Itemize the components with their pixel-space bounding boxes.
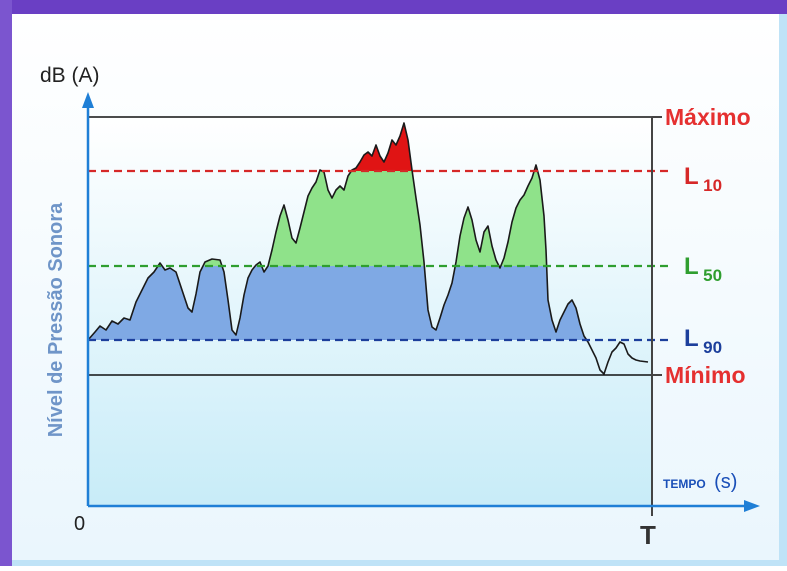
l90-label-main: L [684, 325, 699, 352]
x-axis-title-word: TEMPO [663, 477, 706, 491]
x-axis-unit: (s) [714, 471, 737, 493]
noise-waveform [87, 122, 649, 375]
l90-label: L 90 [684, 325, 722, 357]
l10-label: L 10 [684, 163, 722, 195]
y-axis-unit: dB (A) [40, 64, 100, 87]
l50-label-main: L [684, 253, 699, 280]
origin-label: 0 [74, 513, 85, 535]
max-label: Máximo [665, 104, 751, 130]
y-axis-arrow [82, 92, 94, 108]
frame-left-bar [0, 0, 12, 566]
area-above-l10 [319, 123, 538, 171]
l50-label-sub: 50 [703, 266, 722, 285]
l10-label-sub: 10 [703, 176, 722, 195]
area-above-l50 [158, 123, 547, 266]
x-axis-arrow [744, 500, 760, 512]
l90-label-sub: 90 [703, 338, 722, 357]
x-axis-title: TEMPO (s) [663, 471, 737, 493]
end-time-label: T [640, 520, 656, 550]
y-axis-title: Nível de Pressão Sonora [45, 202, 67, 437]
l50-label: L 50 [684, 253, 722, 285]
min-label: Mínimo [665, 362, 746, 388]
l10-label-main: L [684, 163, 699, 190]
frame-top-bar [0, 0, 787, 14]
